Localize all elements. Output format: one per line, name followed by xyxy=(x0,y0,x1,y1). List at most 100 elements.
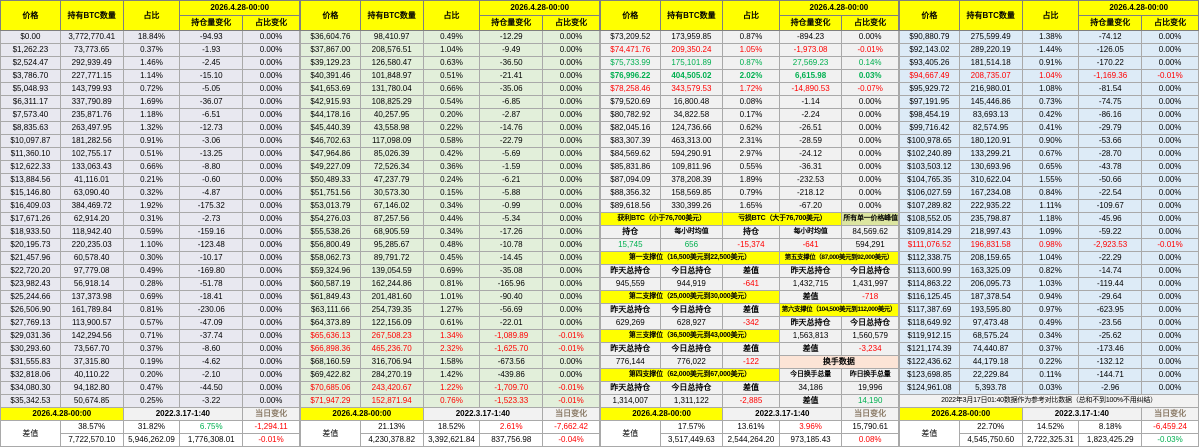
cell-pos-change[interactable]: -3.06 xyxy=(179,134,244,148)
footer-daily-change-label[interactable]: 当日变化 xyxy=(841,407,899,421)
yesterday-total-label[interactable]: 昨天总持仓 xyxy=(600,342,661,356)
cell-price[interactable]: $74,471.76 xyxy=(600,43,661,57)
cell-pos-change[interactable]: -45.96 xyxy=(1078,212,1143,226)
stat-cell[interactable]: -342 xyxy=(722,316,780,330)
cell-price[interactable]: $50,489.33 xyxy=(300,173,361,187)
cell-pos-change[interactable]: -14.45 xyxy=(479,251,544,265)
cell-pos-change[interactable]: -123.48 xyxy=(179,238,244,252)
cell-amount[interactable]: 87,257.56 xyxy=(359,212,424,226)
cell-pos-change[interactable]: -22.79 xyxy=(479,134,544,148)
cell-share[interactable]: 1.18% xyxy=(122,108,181,122)
cell-pos-change[interactable]: -12.29 xyxy=(479,30,544,44)
today-total-label[interactable]: 今日总持仓 xyxy=(659,381,724,395)
cell-amount[interactable]: 142,294.56 xyxy=(59,329,124,343)
cell-share-change[interactable]: -0.01% xyxy=(841,43,899,57)
cell-price[interactable]: $68,160.59 xyxy=(300,355,361,369)
cell-price[interactable]: $95,929.72 xyxy=(899,82,960,96)
cell-share-change[interactable]: 0.00% xyxy=(542,212,600,226)
cell-share-change[interactable]: 0.00% xyxy=(1141,368,1199,382)
cell-amount[interactable]: 89,791.72 xyxy=(359,251,424,265)
cell-amount[interactable]: 161,789.84 xyxy=(59,303,124,317)
cell-pos-change[interactable]: -28.59 xyxy=(778,134,843,148)
diff-label[interactable]: 差值 xyxy=(778,342,843,356)
footer-daily-amount-change[interactable]: 15,790.61 xyxy=(841,420,899,434)
cell-price[interactable]: $114,863.22 xyxy=(899,277,960,291)
cell-share-change[interactable]: 0.00% xyxy=(542,43,600,57)
cell-price[interactable]: $42,915.93 xyxy=(300,95,361,109)
loss-btc-label[interactable]: 亏损BTC（大于76,700美元） xyxy=(722,212,843,226)
cell-pos-change[interactable]: -2.96 xyxy=(1078,381,1143,395)
cell-share-change[interactable]: 0.00% xyxy=(542,277,600,291)
stat-cell[interactable]: 1,314,007 xyxy=(600,394,661,408)
cell-amount[interactable]: 34,822.58 xyxy=(659,108,724,122)
cell-share[interactable]: 0.30% xyxy=(122,251,181,265)
footer-date-current[interactable]: 2026.4.28-00:00 xyxy=(899,407,1023,421)
cell-amount[interactable]: 404,505.02 xyxy=(659,69,724,83)
cell-share[interactable]: 1.09% xyxy=(1021,225,1080,239)
cell-pos-change[interactable]: -4.62 xyxy=(179,355,244,369)
cell-price[interactable]: $25,244.66 xyxy=(0,290,61,304)
footer-reference-amount[interactable]: 2,544,264.20 xyxy=(722,433,780,447)
cell-pos-change[interactable]: -1,169.36 xyxy=(1078,69,1143,83)
cell-amount[interactable]: 289,220.19 xyxy=(958,43,1023,57)
cell-share-change[interactable]: 0.00% xyxy=(1141,290,1199,304)
cell-price[interactable]: $36,604.76 xyxy=(300,30,361,44)
cell-share-change[interactable]: 0.00% xyxy=(242,43,300,57)
cell-pos-change[interactable]: -4.87 xyxy=(179,186,244,200)
footer-current-amount[interactable]: 4,230,378.82 xyxy=(359,433,424,447)
cell-share-change[interactable]: 0.00% xyxy=(1141,355,1199,369)
cell-pos-change[interactable]: -109.67 xyxy=(1078,199,1143,213)
cell-share-change[interactable]: 0.00% xyxy=(242,381,300,395)
hourly-avg-label[interactable]: 每小时均值 xyxy=(778,225,843,239)
cell-share[interactable]: 1.42% xyxy=(422,368,481,382)
diff-label[interactable]: 差值 xyxy=(722,381,780,395)
cell-pos-change[interactable]: -1,973.08 xyxy=(778,43,843,57)
cell-pos-change[interactable]: -67.20 xyxy=(778,199,843,213)
cell-price[interactable]: $116,125.45 xyxy=(899,290,960,304)
cell-price[interactable]: $70,685.06 xyxy=(300,381,361,395)
cell-amount[interactable]: 152,871.94 xyxy=(359,394,424,408)
cell-pos-change[interactable]: -22.54 xyxy=(1078,186,1143,200)
header-amount[interactable]: 持有BTC数量 xyxy=(59,0,124,31)
cell-pos-change[interactable]: -86.16 xyxy=(1078,108,1143,122)
cell-pos-change[interactable]: -623.95 xyxy=(1078,303,1143,317)
cell-amount[interactable]: 68,905.59 xyxy=(359,225,424,239)
cell-amount[interactable]: 254,739.35 xyxy=(359,303,424,317)
cell-share[interactable]: 1.92% xyxy=(122,199,181,213)
stat-cell[interactable]: 1,431,997 xyxy=(841,277,899,291)
cell-share-change[interactable]: 0.00% xyxy=(841,160,899,174)
cell-amount[interactable]: 137,373.98 xyxy=(59,290,124,304)
cell-pos-change[interactable]: -47.09 xyxy=(179,316,244,330)
cell-share-change[interactable]: 0.00% xyxy=(242,303,300,317)
cell-amount[interactable]: 330,399.26 xyxy=(659,199,724,213)
cell-amount[interactable]: 162,244.86 xyxy=(359,277,424,291)
footer-daily-amount-change[interactable]: -6,459.24 xyxy=(1141,420,1199,434)
cell-amount[interactable]: 122,156.09 xyxy=(359,316,424,330)
cell-share-change[interactable]: -0.01% xyxy=(542,329,600,343)
cell-price[interactable]: $100,978.65 xyxy=(899,134,960,148)
cell-amount[interactable]: 343,579.53 xyxy=(659,82,724,96)
cell-share-change[interactable]: -0.01% xyxy=(542,381,600,395)
header-pos-change[interactable]: 持仓量变化 xyxy=(1078,15,1143,31)
cell-price[interactable]: $104,765.35 xyxy=(899,173,960,187)
cell-pos-change[interactable]: -126.05 xyxy=(1078,43,1143,57)
cell-share-change[interactable]: 0.00% xyxy=(242,134,300,148)
cell-share[interactable]: 0.82% xyxy=(1021,264,1080,278)
cell-amount[interactable]: 108,825.29 xyxy=(359,95,424,109)
today-total-label[interactable]: 今日总持仓 xyxy=(841,264,899,278)
cell-price[interactable]: $2,524.47 xyxy=(0,56,61,70)
footer-daily-pct-change[interactable]: -0.03% xyxy=(1141,433,1199,447)
header-price[interactable]: 价格 xyxy=(300,0,361,31)
cell-share[interactable]: 1.18% xyxy=(1021,212,1080,226)
cell-share-change[interactable]: 0.00% xyxy=(242,30,300,44)
cell-share[interactable]: 0.87% xyxy=(722,30,780,44)
cell-pos-change[interactable]: -165.96 xyxy=(479,277,544,291)
profit-hourly-avg-value[interactable]: 656 xyxy=(659,238,724,252)
footer-date-reference[interactable]: 2022.3.17-1:40 xyxy=(122,407,244,421)
cell-price[interactable]: $97,191.95 xyxy=(899,95,960,109)
cell-amount[interactable]: 275,599.49 xyxy=(958,30,1023,44)
cell-price[interactable]: $61,849.43 xyxy=(300,290,361,304)
cell-share-change[interactable]: 0.00% xyxy=(242,212,300,226)
cell-price[interactable]: $102,240.89 xyxy=(899,147,960,161)
footer-reference-amount[interactable]: 3,392,621.84 xyxy=(422,433,481,447)
